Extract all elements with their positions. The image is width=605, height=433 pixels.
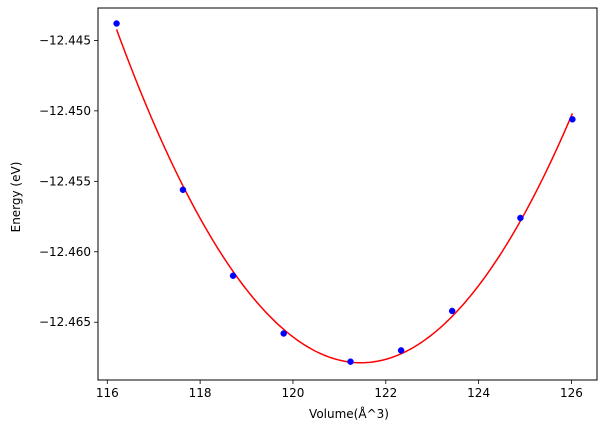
y-tick-label: −12.450 xyxy=(39,104,91,118)
data-point xyxy=(113,20,120,27)
data-point xyxy=(280,330,287,337)
data-point xyxy=(517,214,524,222)
data-point xyxy=(347,358,354,365)
y-tick-label: −12.445 xyxy=(39,33,91,47)
y-tick-label: −12.455 xyxy=(39,174,91,188)
data-point xyxy=(448,307,456,315)
x-tick-label: 120 xyxy=(282,386,305,400)
y-axis-label: Energy (eV) xyxy=(9,162,23,233)
data-point xyxy=(179,186,187,194)
fit-curve-line xyxy=(115,29,574,364)
data-point xyxy=(397,347,405,354)
data-point xyxy=(229,272,237,279)
x-tick-label: 124 xyxy=(467,386,490,400)
plot-frame xyxy=(97,7,598,381)
plot-area xyxy=(97,7,598,381)
x-tick-label: 116 xyxy=(96,386,119,400)
x-axis-ticks: 116 118 120 122 124 126 xyxy=(96,380,583,400)
x-tick-label: 122 xyxy=(374,386,397,400)
x-axis-label: Volume(Å^3) xyxy=(309,406,389,421)
x-tick-label: 118 xyxy=(189,386,212,400)
x-tick-label: 126 xyxy=(560,386,583,400)
y-axis-ticks: −12.445 −12.450 −12.455 −12.460 −12.465 xyxy=(39,33,98,329)
y-tick-label: −12.465 xyxy=(39,315,91,329)
y-tick-label: −12.460 xyxy=(39,245,91,259)
data-point xyxy=(569,116,576,123)
